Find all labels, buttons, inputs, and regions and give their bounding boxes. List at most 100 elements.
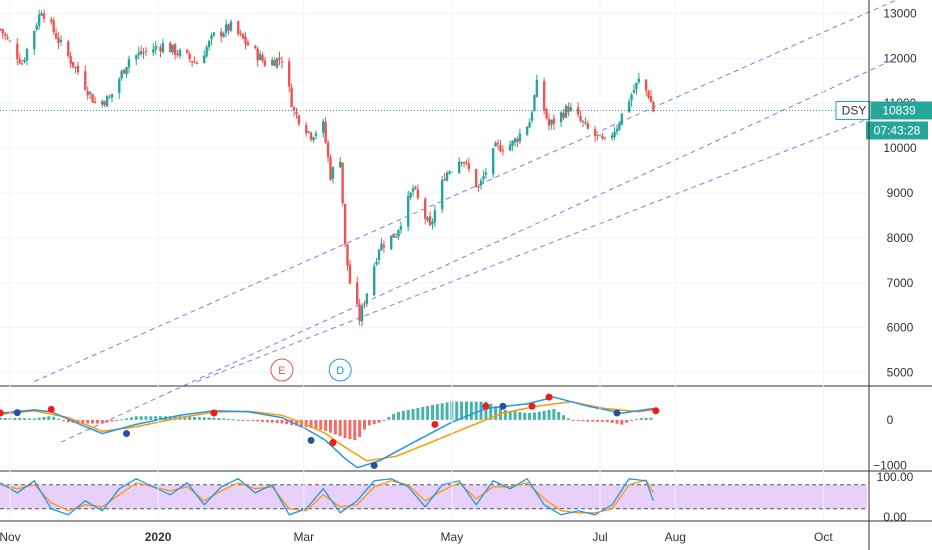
macd-histogram-bar — [227, 418, 231, 420]
macd-histogram-bar — [261, 419, 265, 422]
candle-body — [207, 40, 211, 48]
candle-body — [50, 19, 53, 22]
macd-histogram-bar — [581, 419, 585, 422]
symbol-label: DSY — [842, 103, 867, 117]
x-tick-label: Oct — [814, 530, 833, 544]
x-tick-label: Mar — [293, 530, 314, 544]
candle-body — [263, 60, 267, 66]
macd-cross-dot — [370, 461, 378, 469]
macd-histogram-bar — [125, 418, 129, 420]
macd-histogram-bar — [401, 411, 405, 420]
macd-histogram-bar — [100, 419, 104, 424]
event-marker[interactable] — [328, 358, 352, 382]
candle-body — [406, 196, 410, 227]
macd-cross-dot — [47, 405, 55, 413]
candle-body — [518, 133, 522, 142]
candle-body — [416, 189, 420, 199]
candle-body — [135, 55, 138, 60]
macd-histogram-bar — [129, 417, 133, 420]
candle-body — [139, 50, 143, 55]
macd-y-tick-label: 0 — [887, 413, 894, 427]
candle-body — [630, 94, 633, 101]
candle-body — [59, 39, 63, 42]
macd-histogram-bar — [57, 418, 61, 420]
macd-histogram-bar — [358, 419, 362, 437]
candle-body — [212, 32, 216, 36]
candle-body — [331, 167, 335, 179]
candle-body — [375, 261, 378, 265]
candle-body — [392, 233, 395, 238]
candle-body — [84, 71, 87, 90]
macd-histogram-bar — [231, 419, 235, 421]
candle-body — [292, 107, 296, 111]
macd-histogram-bar — [387, 417, 391, 420]
candle-body — [358, 304, 361, 321]
candle-body — [169, 42, 172, 53]
macd-histogram-bar — [494, 406, 498, 420]
macd-histogram-bar — [95, 419, 99, 424]
macd-histogram-bar — [328, 419, 332, 433]
x-tick-label: May — [441, 530, 464, 544]
candle-body — [120, 70, 123, 79]
candle-body — [20, 63, 24, 65]
macd-histogram-bar — [644, 417, 648, 420]
candle-body — [229, 21, 233, 31]
macd-histogram-bar — [528, 412, 532, 420]
candle-body — [326, 142, 330, 158]
candle-body — [74, 66, 77, 68]
macd-histogram-bar — [91, 419, 95, 424]
y-tick-label: 7000 — [887, 276, 914, 290]
macd-histogram-bar — [154, 416, 158, 420]
macd-histogram-bar — [464, 401, 468, 420]
candle-body — [273, 59, 276, 67]
last-price-badge — [871, 101, 932, 120]
candle-body — [171, 44, 174, 53]
candle-body — [610, 135, 614, 138]
macd-histogram-bar — [265, 419, 269, 423]
macd-histogram-bar — [489, 403, 493, 420]
candle-body — [137, 52, 140, 56]
macd-histogram-bar — [377, 419, 381, 423]
candle-body — [479, 180, 483, 186]
macd-histogram-bar — [421, 407, 425, 420]
macd-cross-dot — [499, 402, 507, 410]
macd-histogram-bar — [552, 408, 556, 420]
macd-histogram-bar — [532, 412, 536, 420]
candle-body — [513, 138, 517, 143]
candle-body — [603, 137, 607, 139]
candle-body — [465, 161, 468, 163]
candle-body — [581, 120, 585, 123]
macd-histogram-bar — [202, 417, 206, 420]
candle-body — [40, 13, 43, 16]
candle-body — [562, 112, 565, 118]
candle-body — [105, 96, 109, 107]
macd-histogram-bar — [430, 405, 434, 420]
candle-body — [35, 25, 38, 30]
event-marker[interactable] — [270, 358, 294, 382]
candle-body — [0, 28, 2, 30]
macd-cross-dot — [123, 430, 131, 438]
macd-histogram-bar — [634, 419, 638, 421]
macd-histogram-bar — [295, 419, 299, 426]
candle-body — [278, 57, 281, 60]
macd-histogram-bar — [37, 417, 41, 420]
macd-histogram-bar — [586, 419, 590, 422]
candle-body — [42, 13, 46, 19]
x-tick-label: Nov — [0, 530, 21, 544]
symbol-badge — [835, 100, 871, 120]
candle-body — [635, 82, 638, 90]
x-tick-label: Aug — [665, 530, 686, 544]
candle-body — [103, 101, 106, 106]
macd-histogram-bar — [304, 419, 308, 428]
macd-histogram-bar — [353, 419, 357, 441]
candle-body — [108, 97, 111, 99]
candle-body — [525, 126, 529, 135]
channel-line — [34, 0, 897, 382]
macd-histogram-bar — [47, 416, 51, 420]
candle-body — [122, 69, 126, 74]
last-price-label: 10839 — [882, 103, 916, 117]
candle-body — [324, 122, 327, 143]
candle-body — [542, 81, 546, 111]
candle-body — [67, 41, 70, 56]
candle-body — [409, 192, 412, 198]
